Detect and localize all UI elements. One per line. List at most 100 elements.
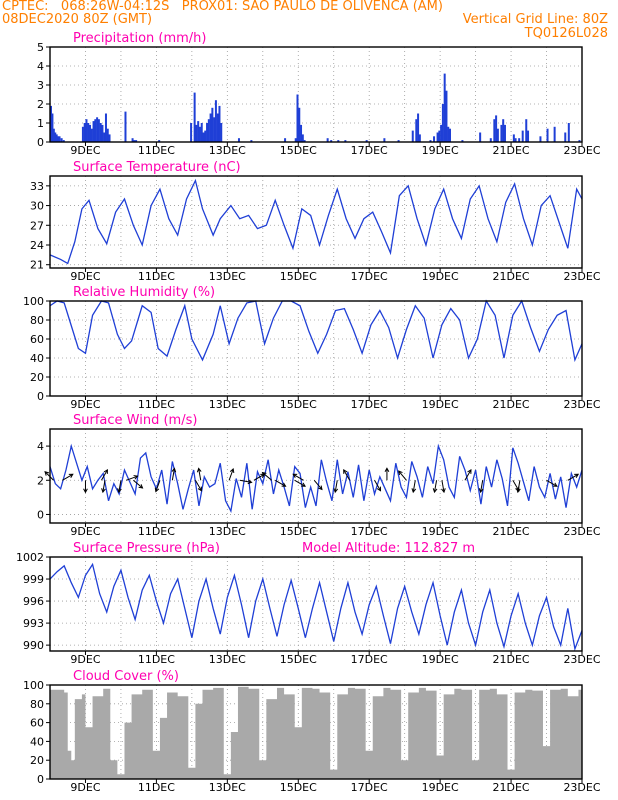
precip-bar	[213, 117, 216, 142]
panel-temp: 21 24 27 30 33 9DEC 11DEC 13DEC 15DEC 17DEC 19DEC 2…	[30, 160, 601, 283]
precip-bar	[441, 104, 444, 142]
precip-bar	[296, 94, 299, 142]
wind-arrow	[294, 479, 306, 487]
precip-bar	[58, 136, 61, 142]
wind-arrow	[480, 480, 484, 493]
y-tick-label: 24	[30, 239, 44, 252]
x-tick-label: 11DEC	[138, 398, 175, 411]
precip-bar	[198, 126, 201, 142]
precip-bar	[433, 136, 436, 142]
wind-arrow-head	[101, 488, 106, 494]
precip-bar	[96, 117, 99, 142]
precip-bar	[546, 128, 549, 142]
pres-line	[49, 562, 583, 652]
wind-arrow	[464, 469, 472, 481]
panel-pres: 990 993 996 999 1002 9DEC 11DEC 13DEC 15DEC 17DEC…	[16, 541, 601, 666]
wind-arrow	[546, 479, 558, 487]
precip-bar	[55, 134, 58, 142]
precip-bar	[62, 140, 65, 142]
x-tick-label: 15DEC	[280, 653, 317, 666]
precip-bar	[527, 130, 530, 142]
precip-bar	[209, 113, 212, 142]
x-tick-label: 13DEC	[209, 781, 246, 794]
precip-bar	[54, 132, 57, 142]
wind-arrow	[343, 469, 351, 481]
precip-bar	[237, 138, 240, 142]
panel-wind: 0 2 4 9DEC 11DEC 13DEC 15DEC 17DEC 19DEC 21DEC 23D…	[37, 413, 601, 538]
y-tick-label: 100	[23, 295, 44, 308]
wind-arrow-head	[574, 473, 580, 478]
wind-arrow-head	[516, 488, 521, 494]
y-tick-label: 4	[37, 440, 44, 453]
wind-arrow-head	[103, 468, 108, 474]
y-tick-label: 80	[30, 314, 44, 327]
panel-frame	[49, 684, 583, 780]
x-tick-label: 23DEC	[563, 144, 600, 157]
x-tick-label: 15DEC	[280, 781, 317, 794]
precip-bar	[52, 128, 55, 142]
y-tick-label: 996	[23, 595, 44, 608]
precip-bar	[90, 128, 93, 142]
precip-bar	[521, 130, 524, 142]
precip-bar	[344, 140, 347, 142]
y-tick-label: 30	[30, 200, 44, 213]
precip-bar	[303, 140, 306, 142]
precip-bar	[158, 140, 161, 142]
temp-line	[49, 178, 583, 265]
wind-arrow-head	[133, 475, 139, 480]
y-tick-label: 60	[30, 333, 44, 346]
precip-bar	[502, 119, 505, 142]
wind-arrow	[102, 480, 106, 493]
precip-bar	[578, 140, 581, 142]
precip-bar	[461, 140, 464, 142]
precip-bar	[108, 134, 111, 142]
y-tick-label: 60	[30, 717, 44, 730]
precip-bar	[200, 123, 203, 142]
precip-bar	[298, 107, 301, 142]
precip-bar	[553, 126, 556, 142]
precip-bar	[94, 119, 97, 142]
header-grid-line-note: Vertical Grid Line: 80Z	[462, 12, 608, 27]
precip-bar	[101, 124, 104, 142]
precip-bar	[193, 92, 196, 142]
precip-bar	[440, 124, 443, 142]
wind-arrow	[512, 480, 520, 491]
wind-arrow-head	[432, 488, 438, 494]
precip-bar	[131, 138, 134, 142]
x-tick-label: 11DEC	[138, 653, 175, 666]
precip-bar	[503, 124, 506, 142]
precip-bar	[97, 119, 100, 142]
wind-arrow	[155, 480, 161, 492]
y-tick-label: 40	[30, 735, 44, 748]
panel-title: Cloud Cover (%)	[73, 669, 179, 684]
x-tick-label: 17DEC	[351, 270, 388, 283]
x-tick-label: 21DEC	[493, 144, 530, 157]
precip-bar	[124, 111, 127, 142]
x-tick-label: 21DEC	[493, 781, 530, 794]
y-tick-label: 33	[30, 180, 44, 193]
x-tick-label: 13DEC	[209, 398, 246, 411]
wind-arrow-head	[552, 482, 558, 487]
header-model-id: TQ0126L028	[524, 26, 608, 41]
y-tick-label: 20	[30, 371, 44, 384]
precip-bar	[514, 138, 517, 142]
precip-bar	[204, 130, 207, 142]
x-tick-label: 23DEC	[563, 270, 600, 283]
precip-bar	[83, 123, 86, 142]
precip-bar	[106, 128, 109, 142]
wind-arrow-head	[117, 488, 122, 494]
x-tick-label: 15DEC	[280, 398, 317, 411]
header-station-line: CPTEC: 068:26W-04:12S PROX01: SAO PAULO …	[2, 0, 443, 14]
panel-annotation: Model Altitude: 112.827 m	[302, 541, 475, 556]
precip-bar	[445, 90, 448, 142]
x-tick-label: 13DEC	[209, 653, 246, 666]
x-tick-label: 13DEC	[209, 144, 246, 157]
wind-arrow	[398, 470, 407, 481]
precip-bar	[206, 123, 209, 142]
wind-arrow-head	[171, 467, 177, 473]
y-tick-label: 0	[37, 508, 44, 521]
precip-bar	[103, 132, 106, 142]
y-tick-label: 3	[37, 79, 44, 92]
precip-bar	[564, 132, 567, 142]
wind-arrow	[118, 480, 122, 493]
